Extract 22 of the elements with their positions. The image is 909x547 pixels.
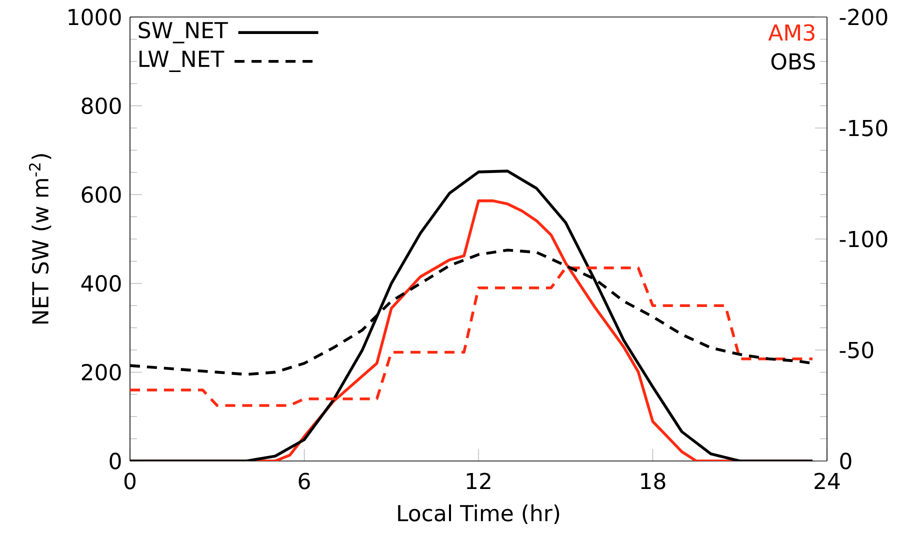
x-tick-label: 12 bbox=[466, 472, 490, 490]
x-tick-label: 18 bbox=[641, 472, 666, 490]
x-tick-label: 6 bbox=[298, 472, 310, 490]
annotation: SW_NET bbox=[138, 22, 228, 44]
y-tick-label: 0 bbox=[110, 452, 121, 470]
y-tick-label: 200 bbox=[82, 364, 121, 381]
y2-tick-label: -200 bbox=[840, 8, 888, 26]
y-tick-label: 600 bbox=[82, 186, 121, 203]
text: AM3 bbox=[768, 24, 814, 41]
x-tick-label: 24 bbox=[814, 472, 840, 490]
y-axis-title: NET SW (w m$^{-2}$) bbox=[28, 154, 52, 324]
y2-tick-label: 0 bbox=[840, 452, 852, 470]
y-tick-label: 400 bbox=[81, 275, 121, 292]
y2-tick-label: -50 bbox=[840, 342, 874, 358]
text: OBS bbox=[771, 53, 815, 70]
y2-tick-label: -150 bbox=[840, 120, 888, 136]
annotation: LW_NET bbox=[140, 50, 224, 72]
y-tick-label: 800 bbox=[82, 97, 121, 114]
x-axis-title: Local Time (hr) bbox=[398, 504, 560, 524]
y-tick-label: 1000 bbox=[68, 8, 121, 26]
y2-tick-label: -100 bbox=[840, 230, 888, 248]
x-tick-label: 0 bbox=[124, 472, 136, 490]
